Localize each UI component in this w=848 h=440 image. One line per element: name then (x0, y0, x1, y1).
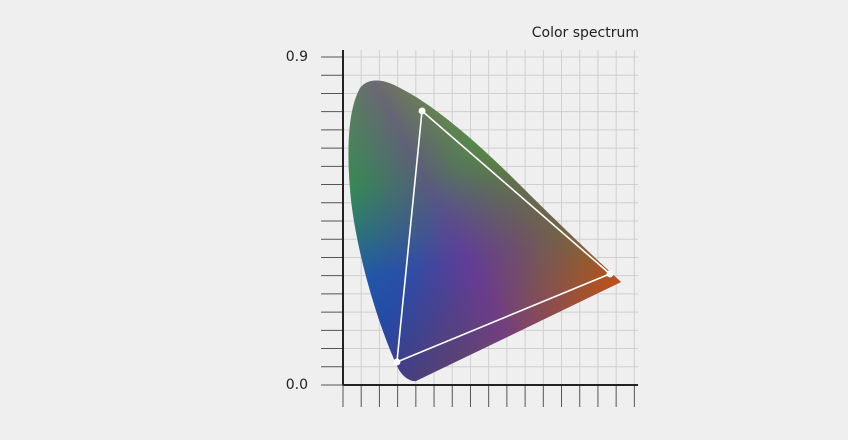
chart-title: Color spectrum (532, 25, 639, 41)
gamut-point (606, 270, 614, 278)
spectral-locus (348, 80, 621, 382)
y-tick-label: 0.9 (286, 49, 308, 65)
gamut-point (393, 358, 401, 366)
gamut-point (418, 107, 426, 115)
locus-purple (348, 80, 621, 382)
y-tick-label: 0.0 (286, 377, 308, 393)
gamut-triangle (395, 109, 612, 364)
axes (321, 50, 638, 407)
